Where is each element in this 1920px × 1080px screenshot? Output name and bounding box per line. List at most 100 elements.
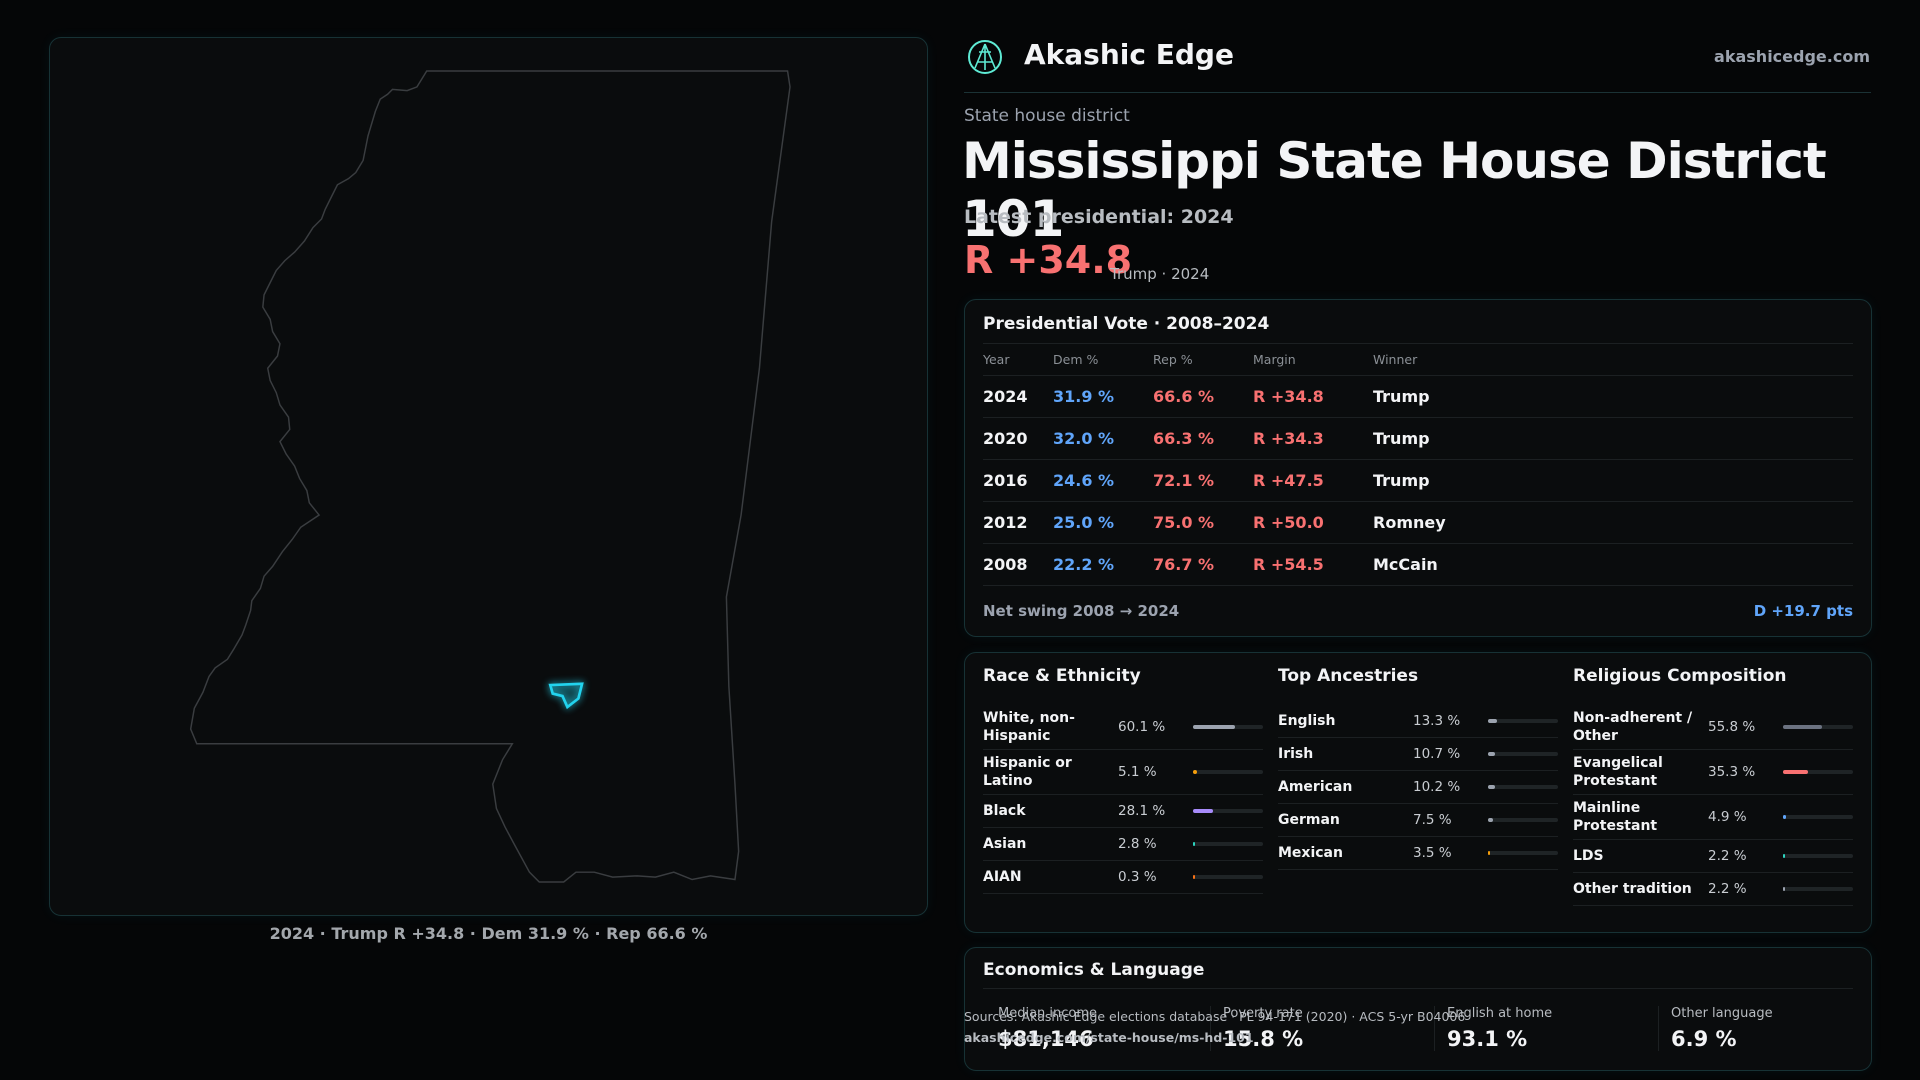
margin: R +34.8 <box>964 238 1133 282</box>
column-header: Dem % <box>1053 352 1099 367</box>
bar-track <box>1193 770 1263 774</box>
table-row: 2020 32.0 % 66.3 % R +34.3 Trump <box>983 418 1853 460</box>
demo-name: American <box>1278 779 1353 795</box>
demo-row: American 10.2 % <box>1278 771 1558 804</box>
demo-row: English 13.3 % <box>1278 705 1558 738</box>
demo-value: 3.5 % <box>1413 845 1452 861</box>
demo-value: 35.3 % <box>1708 764 1756 780</box>
demo-value: 55.8 % <box>1708 719 1756 735</box>
demo-value: 2.8 % <box>1118 836 1157 852</box>
table-cell: Trump <box>1373 429 1430 448</box>
demo-value: 28.1 % <box>1118 803 1166 819</box>
table-cell: R +50.0 <box>1253 513 1324 532</box>
demo-name: Mexican <box>1278 845 1343 861</box>
table-cell: 32.0 % <box>1053 429 1115 448</box>
demo-name: Hispanic or Latino <box>983 755 1072 789</box>
table-header: Year Dem % Rep % Margin Winner <box>983 344 1853 376</box>
table-row: 2016 24.6 % 72.1 % R +47.5 Trump <box>983 460 1853 502</box>
table-cell: 31.9 % <box>1053 387 1115 406</box>
stat-value: 93.1 % <box>1447 1027 1528 1051</box>
bar-track <box>1783 725 1853 729</box>
demo-name: LDS <box>1573 848 1604 864</box>
demo-group: Race & Ethnicity White, non-Hispanic 60.1 … <box>983 666 1263 894</box>
table-cell: 2016 <box>983 471 1028 490</box>
bar-track <box>1488 785 1558 789</box>
demo-row: Evangelical Protestant 35.3 % <box>1573 750 1853 795</box>
stat: Median income $81,146 <box>998 1006 1208 1051</box>
bar-track <box>1488 818 1558 822</box>
demographics: Race & Ethnicity White, non-Hispanic 60.1 … <box>983 666 1853 932</box>
stat-value: 6.9 % <box>1671 1027 1737 1051</box>
demo-row: German 7.5 % <box>1278 804 1558 837</box>
demo-row: Asian 2.8 % <box>983 828 1263 861</box>
divider <box>983 988 1853 989</box>
demo-value: 2.2 % <box>1708 848 1747 864</box>
table-cell: 25.0 % <box>1053 513 1115 532</box>
table-row: 2012 25.0 % 75.0 % R +50.0 Romney <box>983 502 1853 544</box>
economics-card: Economics & Language Median income $81,14… <box>964 947 1872 1071</box>
table-cell: Trump <box>1373 387 1430 406</box>
demo-row: AIAN 0.3 % <box>983 861 1263 894</box>
demo-name: Non-adherent / Other <box>1573 710 1693 744</box>
stat: Other language 6.9 % <box>1658 1006 1881 1051</box>
table-cell: 76.7 % <box>1153 555 1215 574</box>
bar <box>1488 719 1498 723</box>
site: akashicedge.com <box>1714 47 1870 66</box>
swing-label: Net swing 2008 → 2024 <box>983 602 1180 620</box>
demo-name: German <box>1278 812 1340 828</box>
demo-value: 2.2 % <box>1708 881 1747 897</box>
table-row: 2008 22.2 % 76.7 % R +54.5 McCain <box>983 544 1853 586</box>
url: akashicedge.com/state-house/ms-hd-101 <box>964 1030 1254 1045</box>
table-cell: 2012 <box>983 513 1028 532</box>
table-cell: 66.6 % <box>1153 387 1215 406</box>
table-cell: 22.2 % <box>1053 555 1115 574</box>
demo-group: Religious Composition Non-adherent / Othe… <box>1573 666 1853 906</box>
bar <box>1488 851 1491 855</box>
bar-track <box>1488 752 1558 756</box>
economics-stats: Median income $81,146 Poverty rate 15.8 % En… <box>998 1006 1853 1066</box>
table-row: 2024 31.9 % 66.6 % R +34.8 Trump <box>983 376 1853 418</box>
bar-track <box>1783 854 1853 858</box>
latest: Latest presidential: 2024 <box>964 206 1234 228</box>
table-cell: R +47.5 <box>1253 471 1324 490</box>
demo-row: Mainline Protestant 4.9 % <box>1573 795 1853 840</box>
district-title: Mississippi State House District 101 <box>962 132 1827 248</box>
bar <box>1193 842 1195 846</box>
presidential-card: Presidential Vote · 2008–2024 Year Dem % R… <box>964 299 1872 637</box>
brand: Akashic Edge <box>1024 38 1234 71</box>
demo-value: 13.3 % <box>1413 713 1461 729</box>
demo-name: Black <box>983 803 1026 819</box>
bar-track <box>1193 875 1263 879</box>
bar-track <box>1488 851 1558 855</box>
demo-value: 10.2 % <box>1413 779 1461 795</box>
bar <box>1193 725 1236 729</box>
bar <box>1488 752 1496 756</box>
stat-label: English at home <box>1447 1006 1553 1021</box>
table-cell: R +34.3 <box>1253 429 1324 448</box>
demo-row: LDS 2.2 % <box>1573 840 1853 873</box>
bar <box>1193 809 1213 813</box>
demo-value: 7.5 % <box>1413 812 1452 828</box>
district-kind: State house district <box>964 106 1130 126</box>
bar-track <box>1193 725 1263 729</box>
demographics-card: Race & Ethnicity White, non-Hispanic 60.1 … <box>964 652 1872 933</box>
demo-row: White, non-Hispanic 60.1 % <box>983 705 1263 750</box>
bar <box>1783 725 1823 729</box>
bar-track <box>1783 815 1853 819</box>
demo-name: AIAN <box>983 869 1022 885</box>
card-title: Economics & Language <box>983 960 1205 980</box>
table-cell: 2020 <box>983 429 1028 448</box>
bar <box>1783 854 1785 858</box>
demo-name: Other tradition <box>1573 881 1692 897</box>
demo-row: Black 28.1 % <box>983 795 1263 828</box>
stat: Poverty rate 15.8 % <box>1210 1006 1433 1051</box>
table-cell: Trump <box>1373 471 1430 490</box>
logo <box>968 40 1002 74</box>
divider <box>964 92 1871 93</box>
group-title: Top Ancestries <box>1278 666 1419 686</box>
table-cell: R +34.8 <box>1253 387 1324 406</box>
demo-value: 4.9 % <box>1708 809 1747 825</box>
swing-value: D +19.7 pts <box>1753 602 1853 620</box>
table-cell: 72.1 % <box>1153 471 1215 490</box>
demo-name: Mainline Protestant <box>1573 800 1658 834</box>
